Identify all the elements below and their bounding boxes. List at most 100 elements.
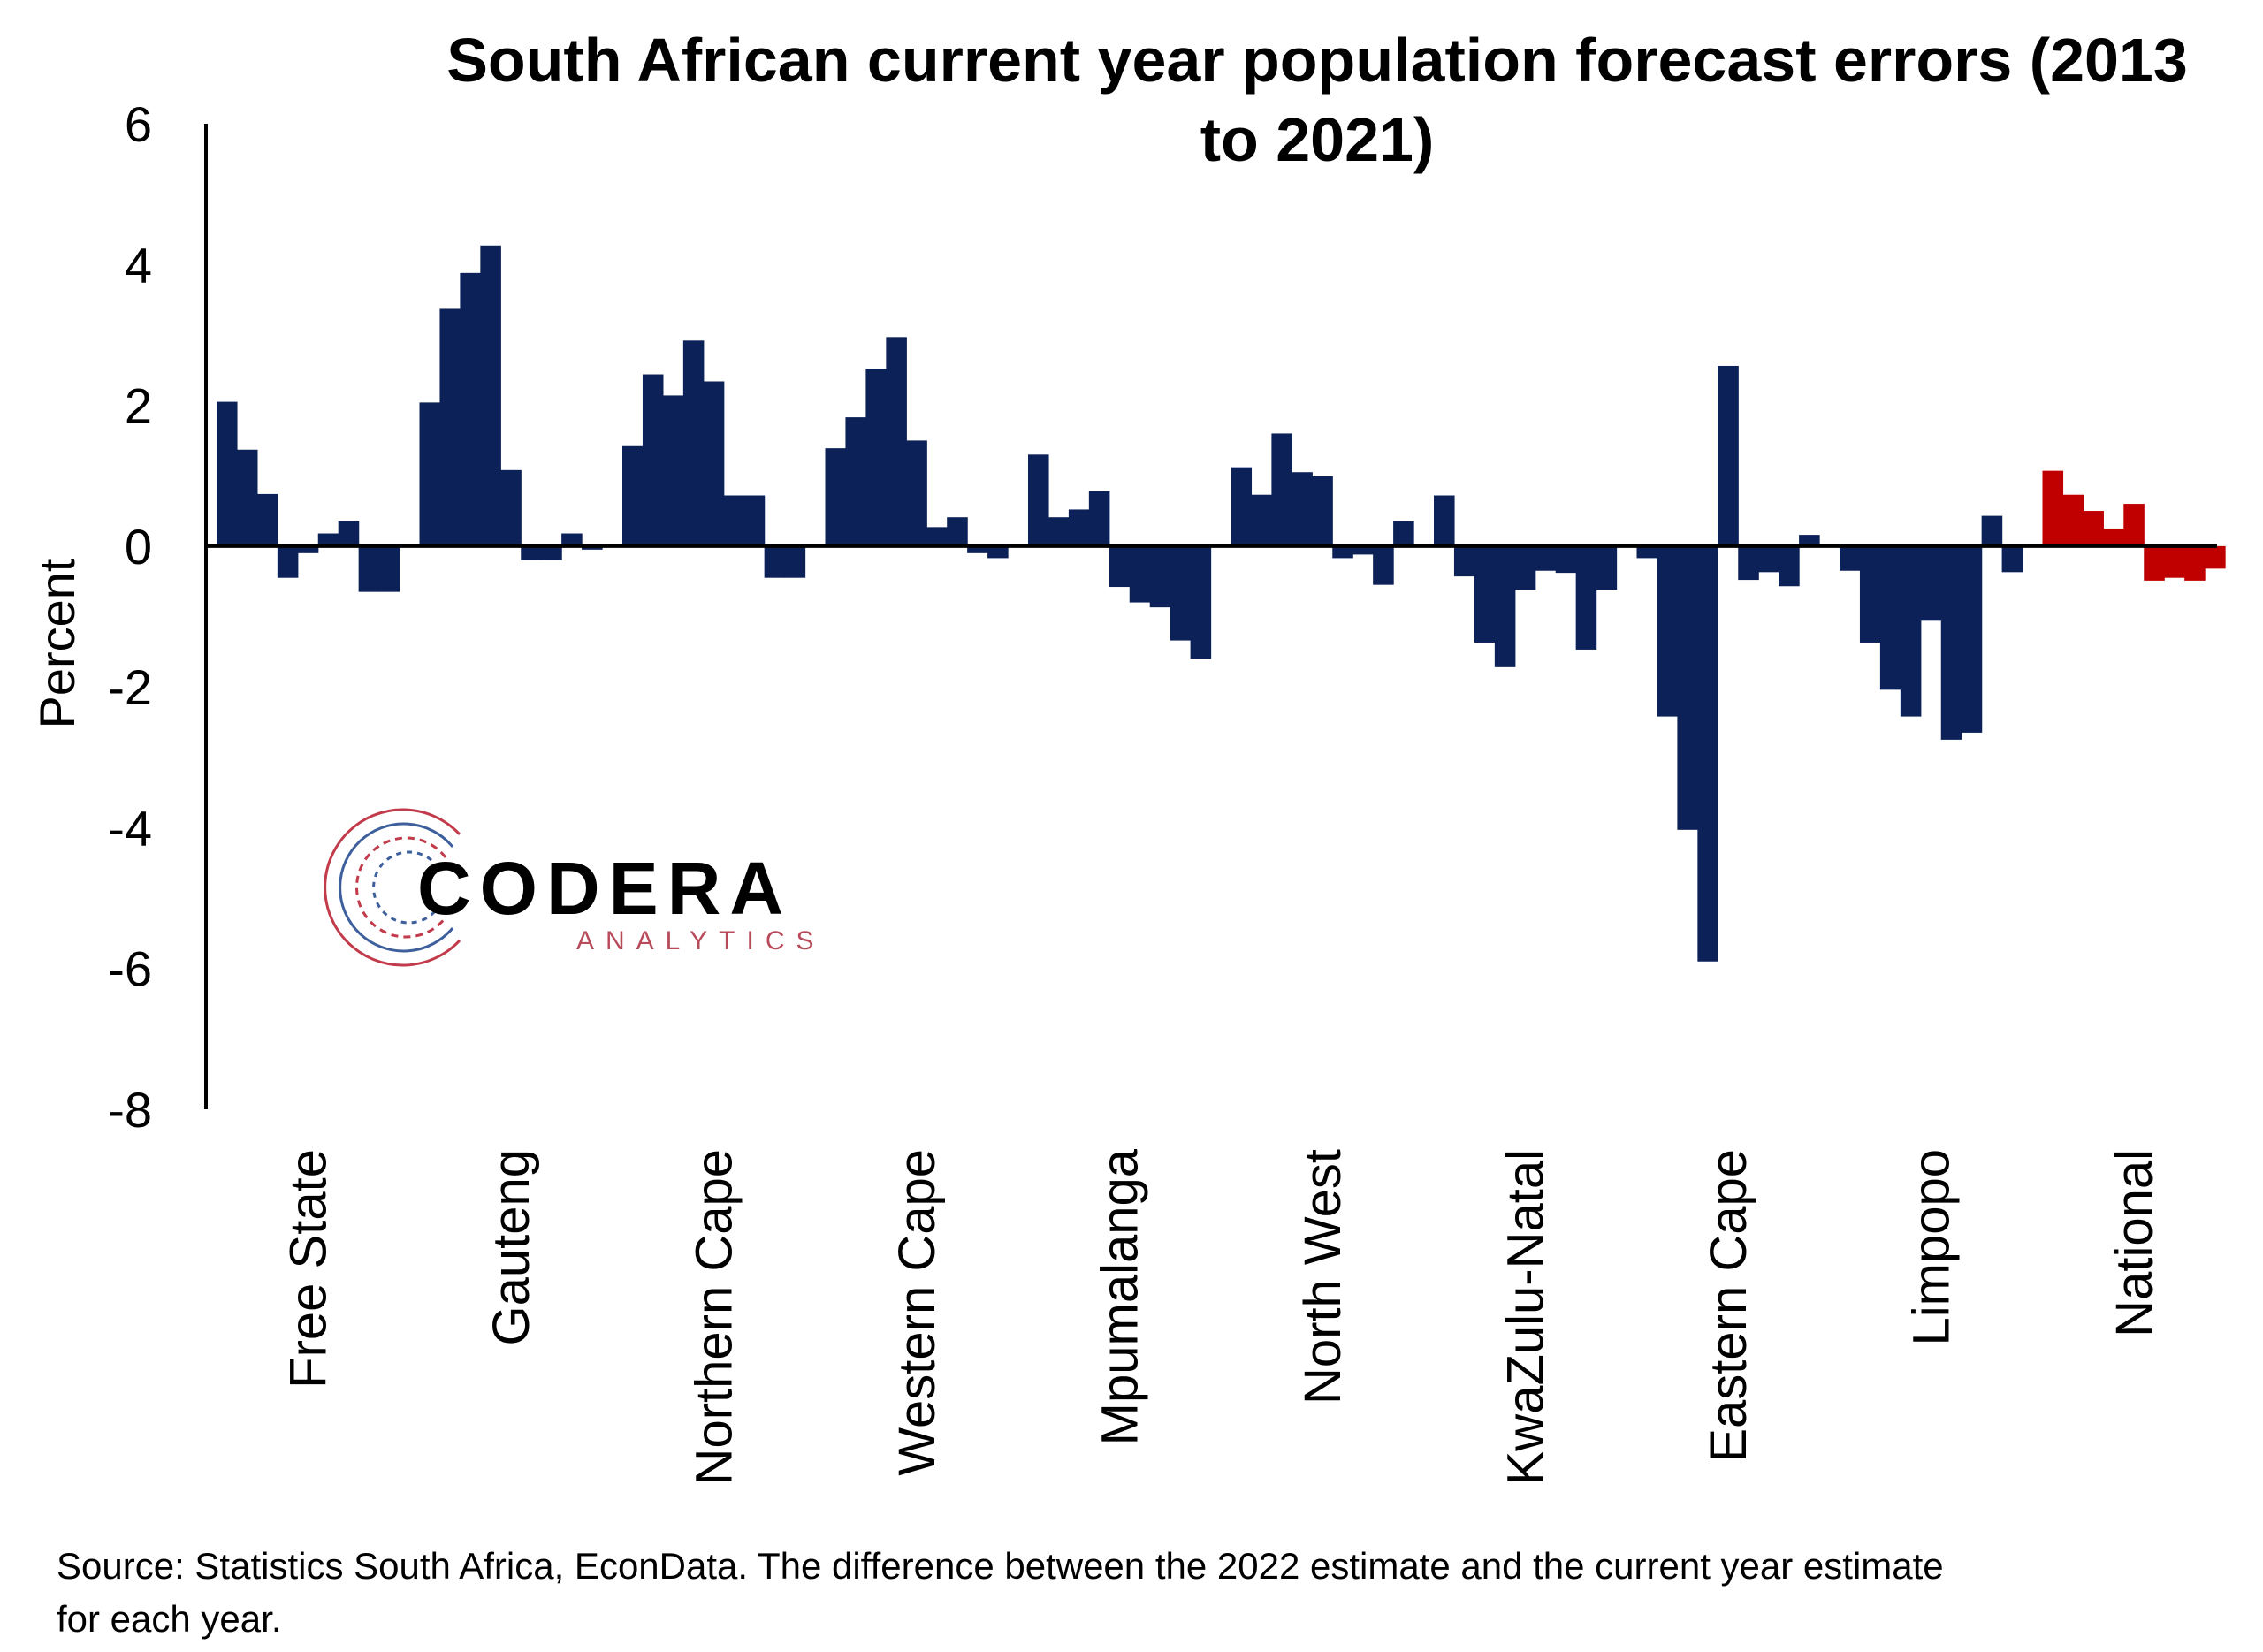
bar bbox=[1514, 545, 1536, 590]
y-tick-label: 6 bbox=[125, 96, 152, 152]
bar bbox=[1312, 476, 1333, 546]
y-tick-label: -2 bbox=[108, 659, 152, 715]
y-tick-label: -8 bbox=[108, 1082, 152, 1138]
bar bbox=[1068, 509, 1090, 546]
bar bbox=[764, 545, 786, 578]
bar bbox=[1940, 545, 1962, 740]
bar bbox=[845, 417, 866, 546]
bar bbox=[1555, 545, 1577, 574]
bar bbox=[1109, 545, 1131, 588]
bar bbox=[1859, 545, 1881, 643]
bar bbox=[236, 449, 258, 546]
bar bbox=[1231, 467, 1253, 546]
bar bbox=[2164, 545, 2185, 578]
bar bbox=[743, 495, 766, 546]
bar bbox=[1799, 535, 1820, 546]
category-label: Limpopo bbox=[1902, 1149, 1960, 1345]
source-note-line-1: Source: Statistics South Africa, EconDat… bbox=[57, 1545, 1944, 1587]
bar bbox=[784, 545, 806, 578]
bar bbox=[2083, 511, 2104, 546]
chart-title-line-1: South African current year population fo… bbox=[446, 26, 2188, 95]
bar bbox=[480, 245, 501, 546]
y-tick-label: 2 bbox=[125, 378, 152, 434]
bar bbox=[703, 381, 725, 546]
bar bbox=[987, 545, 1009, 559]
bar bbox=[1677, 545, 1698, 830]
bar bbox=[1292, 472, 1313, 546]
bar bbox=[2001, 545, 2023, 573]
category-label: National bbox=[2106, 1149, 2163, 1337]
bar bbox=[723, 495, 745, 546]
bar bbox=[1961, 545, 1983, 733]
bar bbox=[378, 545, 400, 592]
logo-arc-mark bbox=[324, 808, 461, 967]
bar bbox=[1718, 365, 1739, 546]
bar bbox=[1352, 545, 1374, 555]
bar bbox=[460, 272, 481, 546]
bar bbox=[682, 340, 705, 546]
bar bbox=[967, 545, 988, 553]
bar bbox=[297, 545, 319, 553]
bar bbox=[1474, 545, 1496, 643]
bar bbox=[1028, 454, 1049, 546]
bar bbox=[1149, 545, 1171, 608]
y-tick-label: 4 bbox=[125, 237, 152, 293]
bar bbox=[338, 521, 360, 546]
category-label: KwaZulu-Natal bbox=[1497, 1149, 1554, 1485]
category-label: Eastern Cape bbox=[1700, 1149, 1757, 1463]
bar bbox=[541, 545, 562, 560]
source-note-line-2: for each year. bbox=[57, 1598, 281, 1640]
bar bbox=[1271, 433, 1292, 546]
bar bbox=[1453, 545, 1475, 577]
bar bbox=[1657, 545, 1678, 717]
category-labels: Free State Gauteng Northern Cape Western Ca… bbox=[279, 1148, 2163, 1485]
y-axis-label: Percent bbox=[29, 558, 85, 728]
bar bbox=[256, 493, 278, 546]
bar bbox=[1697, 545, 1718, 962]
bar bbox=[217, 401, 238, 546]
bar bbox=[1900, 545, 1922, 717]
bar bbox=[2123, 504, 2145, 546]
y-tick-label: -4 bbox=[108, 800, 152, 856]
bars bbox=[217, 245, 2226, 962]
chart-title-line-2: to 2021) bbox=[1200, 105, 1435, 174]
bar bbox=[642, 374, 664, 546]
bar bbox=[521, 545, 542, 560]
bar bbox=[1332, 545, 1353, 559]
bar bbox=[622, 445, 644, 546]
bar bbox=[1840, 545, 1861, 571]
bar bbox=[1048, 517, 1070, 546]
bar bbox=[1251, 494, 1272, 546]
bar bbox=[1535, 545, 1557, 571]
bar bbox=[500, 469, 522, 546]
y-tick-label: -6 bbox=[108, 941, 152, 997]
bar bbox=[1779, 545, 1800, 587]
bar bbox=[865, 369, 887, 546]
bar bbox=[1393, 521, 1414, 546]
bar bbox=[1129, 545, 1151, 603]
bar bbox=[2103, 528, 2124, 546]
category-label: Mpumalanga bbox=[1091, 1148, 1148, 1445]
bar bbox=[419, 402, 441, 546]
bar bbox=[277, 545, 299, 578]
y-tick-label: 0 bbox=[125, 519, 152, 575]
bar bbox=[358, 545, 380, 592]
bar bbox=[2042, 470, 2064, 546]
bar bbox=[1981, 515, 2003, 546]
category-label: Free State bbox=[279, 1149, 337, 1389]
bar bbox=[561, 533, 583, 546]
bar bbox=[439, 308, 461, 546]
bar bbox=[317, 533, 339, 546]
bar bbox=[1170, 545, 1192, 641]
category-label: Northern Cape bbox=[685, 1149, 743, 1485]
bar bbox=[1373, 545, 1394, 585]
bar bbox=[662, 395, 684, 546]
bar bbox=[1879, 545, 1901, 690]
bar bbox=[2184, 545, 2206, 581]
bar bbox=[1920, 545, 1942, 621]
bar bbox=[1636, 545, 1658, 559]
bar bbox=[2205, 545, 2226, 569]
bar bbox=[1575, 545, 1597, 650]
category-label: North West bbox=[1294, 1149, 1352, 1405]
